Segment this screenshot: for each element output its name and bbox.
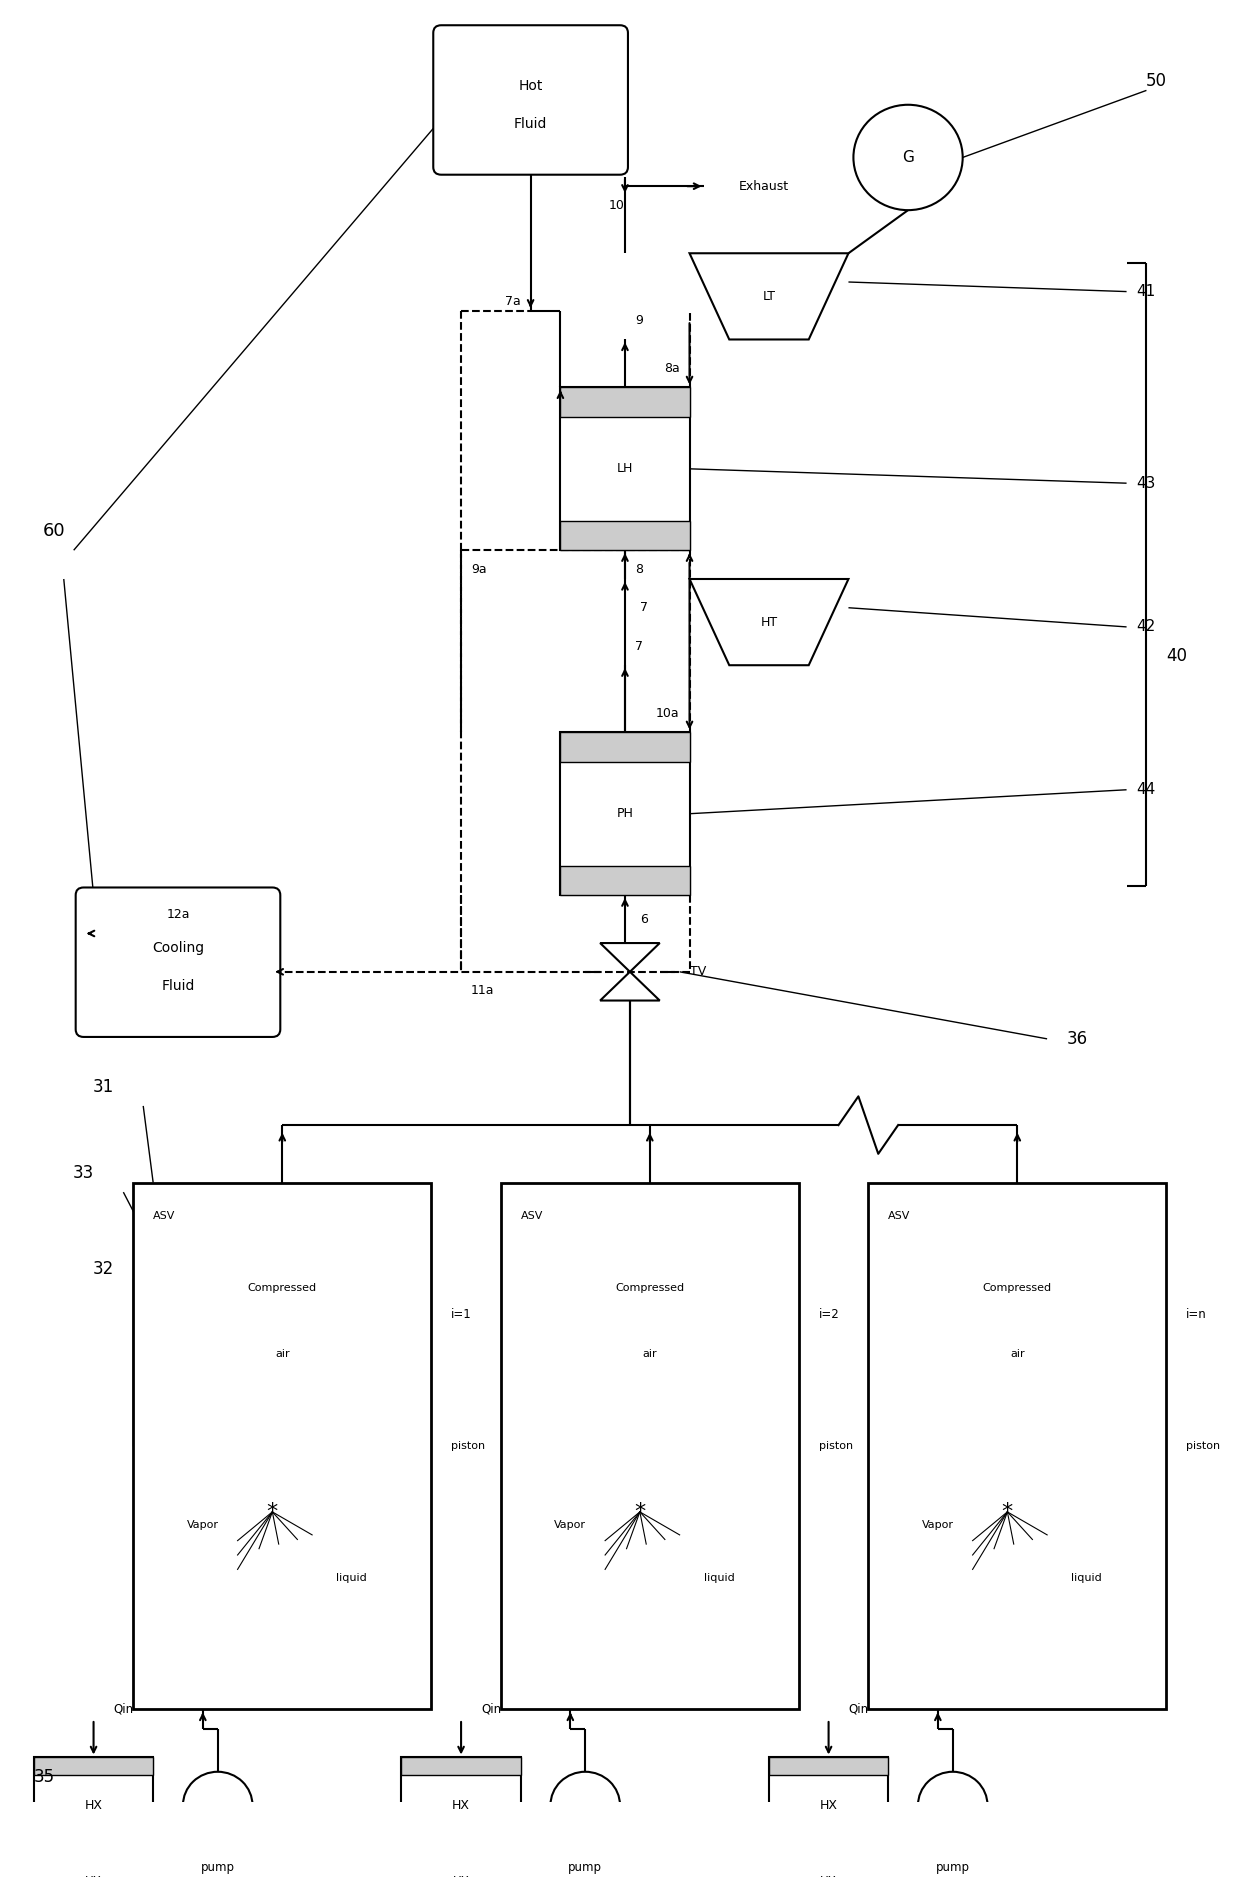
Text: air: air (275, 1350, 290, 1359)
Bar (402, 1757, 521, 1774)
Circle shape (918, 1772, 987, 1839)
Text: Qin: Qin (848, 1702, 868, 1716)
Text: Fluid: Fluid (161, 980, 195, 993)
Text: HX: HX (453, 1798, 470, 1811)
FancyBboxPatch shape (433, 24, 627, 175)
Text: Vapor: Vapor (921, 1520, 954, 1530)
Text: i=1: i=1 (451, 1308, 472, 1321)
Bar (769, 1757, 888, 1774)
Text: Exhaust: Exhaust (739, 180, 789, 193)
Text: 33: 33 (73, 1164, 94, 1183)
Text: Compressed: Compressed (983, 1284, 1052, 1293)
Text: PH: PH (616, 807, 634, 820)
Text: piston: piston (1187, 1442, 1220, 1451)
Text: Fluid: Fluid (513, 116, 547, 131)
Text: Vapor: Vapor (554, 1520, 587, 1530)
Text: 11a: 11a (471, 984, 495, 997)
Text: 31: 31 (93, 1077, 114, 1096)
Bar (769, 1836, 888, 1853)
Bar (560, 732, 689, 895)
Circle shape (853, 105, 962, 210)
Text: *: * (634, 1502, 646, 1522)
Text: 44: 44 (1137, 783, 1156, 798)
Bar (33, 1836, 154, 1853)
Text: ASV: ASV (154, 1211, 176, 1222)
Bar (33, 1757, 154, 1853)
Bar (33, 1757, 154, 1774)
Text: ASV: ASV (521, 1211, 543, 1222)
Text: TV: TV (689, 965, 706, 978)
Text: Cooling: Cooling (153, 940, 205, 955)
Polygon shape (600, 942, 660, 972)
Text: HT: HT (760, 616, 777, 629)
Text: 42: 42 (1137, 619, 1156, 634)
Text: 50: 50 (1146, 71, 1167, 90)
Bar (501, 1183, 799, 1710)
Text: i=2: i=2 (818, 1308, 839, 1321)
Circle shape (551, 1772, 620, 1839)
Text: 43: 43 (1137, 475, 1156, 490)
Text: 41: 41 (1137, 283, 1156, 298)
Text: piston: piston (451, 1442, 485, 1451)
Bar (560, 732, 689, 762)
Text: liquid: liquid (1071, 1573, 1102, 1582)
Polygon shape (689, 578, 848, 664)
Text: 7: 7 (635, 640, 642, 653)
Text: 8: 8 (635, 563, 642, 576)
Bar (560, 387, 689, 550)
Text: liquid: liquid (704, 1573, 735, 1582)
Text: Compressed: Compressed (248, 1284, 317, 1293)
Text: 10: 10 (609, 199, 625, 212)
Text: air: air (642, 1350, 657, 1359)
Text: Qin: Qin (481, 1702, 501, 1716)
Text: HX: HX (820, 1798, 837, 1811)
Text: 9a: 9a (471, 563, 486, 576)
Bar (402, 1757, 521, 1853)
Text: i=n: i=n (1187, 1308, 1207, 1321)
Bar (133, 1183, 432, 1710)
Text: piston: piston (818, 1442, 853, 1451)
Text: ASV: ASV (888, 1211, 910, 1222)
Text: 35: 35 (33, 1768, 55, 1785)
Bar (868, 1183, 1167, 1710)
Text: Compressed: Compressed (615, 1284, 684, 1293)
Text: *: * (1002, 1502, 1013, 1522)
Text: 7: 7 (640, 601, 647, 614)
Text: 6: 6 (640, 912, 647, 925)
Text: Qin: Qin (113, 1702, 134, 1716)
Bar (560, 387, 689, 417)
Text: pump: pump (568, 1862, 603, 1873)
Bar (560, 522, 689, 550)
Text: LT: LT (763, 289, 775, 302)
Text: 12a: 12a (166, 908, 190, 922)
Text: pump: pump (201, 1862, 234, 1873)
Circle shape (184, 1772, 253, 1839)
Text: liquid: liquid (336, 1573, 367, 1582)
Text: *: * (267, 1502, 278, 1522)
Polygon shape (689, 253, 848, 340)
Polygon shape (600, 972, 660, 1000)
Text: LH: LH (616, 462, 634, 475)
Bar (560, 865, 689, 895)
Text: air: air (1011, 1350, 1024, 1359)
Text: 40: 40 (1167, 648, 1188, 664)
Text: Vapor: Vapor (187, 1520, 218, 1530)
Text: 7a: 7a (505, 295, 521, 308)
Text: 60: 60 (42, 522, 66, 541)
Text: 9: 9 (635, 313, 642, 327)
Text: Hot: Hot (518, 79, 543, 92)
Text: 36: 36 (1066, 1030, 1087, 1047)
Text: 32: 32 (93, 1259, 114, 1278)
Text: 10a: 10a (656, 706, 680, 719)
Text: HX: HX (84, 1798, 103, 1811)
FancyBboxPatch shape (76, 888, 280, 1036)
Text: G: G (903, 150, 914, 165)
Text: pump: pump (936, 1862, 970, 1873)
Text: 8a: 8a (663, 362, 680, 375)
Bar (769, 1757, 888, 1853)
Bar (402, 1836, 521, 1853)
